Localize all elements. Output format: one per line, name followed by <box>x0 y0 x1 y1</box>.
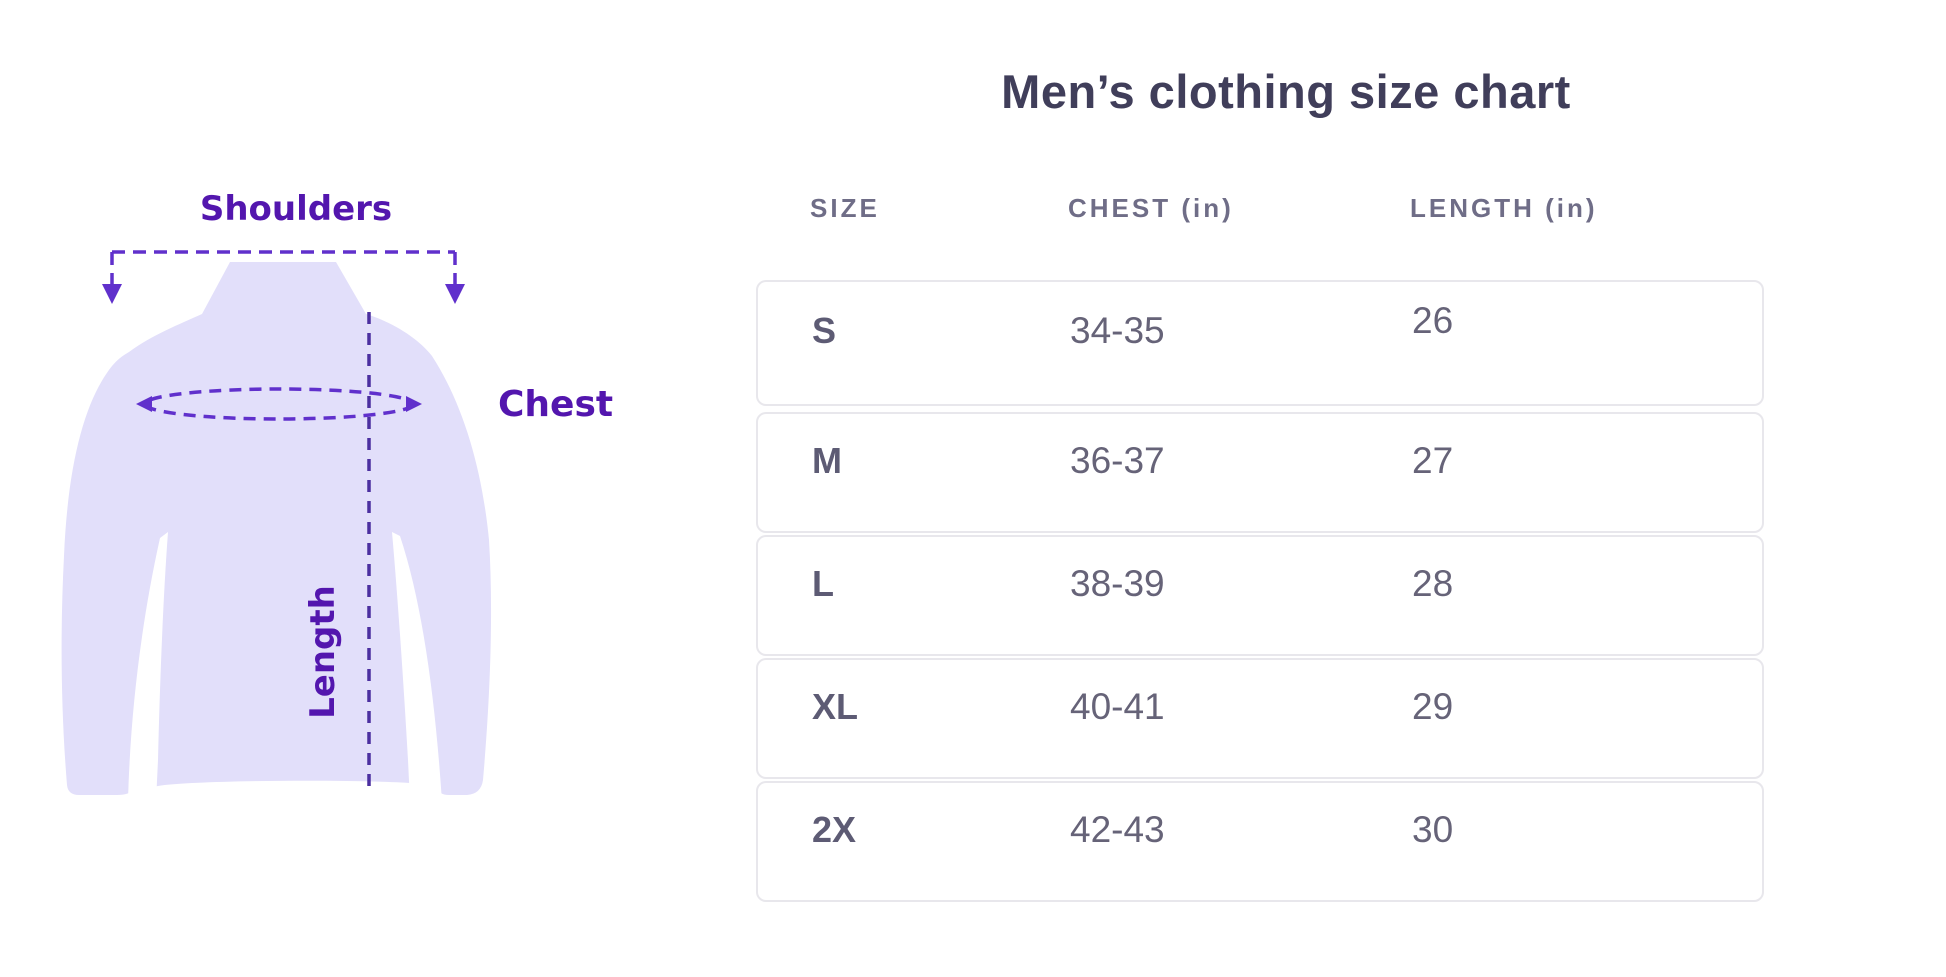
shoulders-bracket <box>110 250 457 284</box>
right-sleeve-slit <box>392 532 442 802</box>
table-header-row: SIZE CHEST (in) LENGTH (in) <box>756 190 1764 226</box>
length-cell: 30 <box>1412 808 1454 850</box>
size-cell: L <box>812 562 834 604</box>
table-row-2x: 2X 42-43 30 <box>756 781 1764 902</box>
chest-arrow-right <box>406 396 422 412</box>
chest-cell: 34-35 <box>1070 310 1165 351</box>
table-row-s: S 34-35 26 <box>756 280 1764 406</box>
size-table: S 34-35 26 M 36-37 27 L 38-39 28 XL 40-4… <box>756 280 1764 904</box>
shoulders-label: Shoulders <box>200 189 392 229</box>
column-header-chest: CHEST (in) <box>1068 192 1234 223</box>
length-label: Length <box>303 585 343 719</box>
length-cell: 29 <box>1412 685 1454 727</box>
size-cell: XL <box>812 685 859 727</box>
chest-arrow-left <box>136 396 152 412</box>
table-row-l: L 38-39 28 <box>756 535 1764 656</box>
length-cell: 26 <box>1412 300 1454 341</box>
size-cell: M <box>812 439 842 481</box>
chest-label: Chest <box>498 384 613 425</box>
shoulders-arrow-left <box>102 284 122 304</box>
chest-cell: 42-43 <box>1070 808 1165 850</box>
page-title: Men’s clothing size chart <box>1001 65 1571 118</box>
size-cell: S <box>812 310 837 351</box>
length-cell: 27 <box>1412 439 1454 481</box>
shirt-measurement-diagram: Shoulders Chest Length <box>61 189 613 802</box>
shirt-graphic <box>61 262 492 795</box>
size-chart-panel: Men’s clothing size chart SIZE CHEST (in… <box>756 0 1764 977</box>
shoulders-arrow-right <box>445 284 465 304</box>
column-header-size: SIZE <box>810 192 880 223</box>
size-cell: 2X <box>812 808 857 850</box>
length-cell: 28 <box>1412 562 1454 604</box>
chest-cell: 38-39 <box>1070 562 1165 604</box>
table-row-xl: XL 40-41 29 <box>756 658 1764 779</box>
column-header-length: LENGTH (in) <box>1410 192 1598 223</box>
table-row-m: M 36-37 27 <box>756 412 1764 533</box>
left-sleeve-slit <box>128 532 168 802</box>
chest-cell: 36-37 <box>1070 439 1165 481</box>
chest-cell: 40-41 <box>1070 685 1165 727</box>
